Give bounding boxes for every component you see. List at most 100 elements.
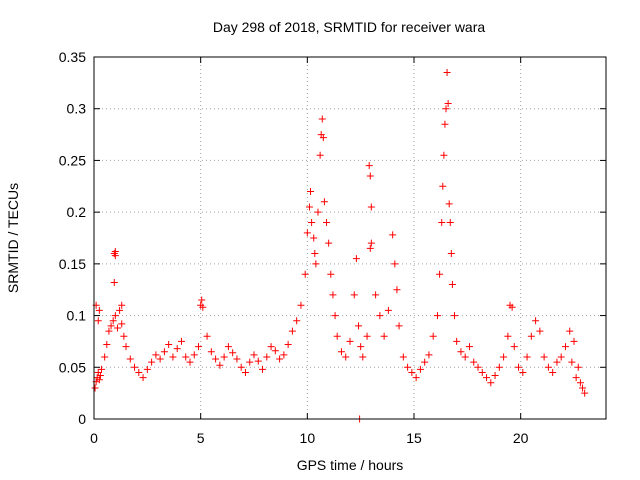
data-point (416, 365, 424, 373)
data-point (483, 374, 491, 382)
data-point (177, 337, 185, 345)
data-point (110, 278, 118, 286)
data-point (451, 312, 459, 320)
data-point (519, 368, 527, 376)
data-point (190, 351, 198, 359)
data-point (579, 384, 587, 392)
data-point (212, 355, 220, 363)
data-point (532, 317, 540, 325)
data-point (544, 363, 552, 371)
data-point (229, 349, 237, 357)
data-point (376, 312, 384, 320)
data-point (439, 182, 447, 190)
data-point (359, 353, 367, 361)
data-point (408, 368, 416, 376)
data-point (288, 327, 296, 335)
data-point (182, 353, 190, 361)
data-point (293, 317, 301, 325)
data-point (504, 332, 512, 340)
data-point (250, 351, 258, 359)
y-tick-label: 0.3 (67, 101, 87, 117)
data-point (305, 203, 313, 211)
data-point (474, 363, 482, 371)
data-point (118, 301, 126, 309)
axis-ticks: 0 0.05 0.1 0.15 0.2 0.25 0.3 0.35 0 5 10 15 20 (59, 49, 606, 446)
data-point (207, 348, 215, 356)
data-point (199, 303, 207, 311)
data-point (574, 363, 582, 371)
data-point (478, 368, 486, 376)
data-point (366, 172, 374, 180)
data-point (195, 343, 203, 351)
data-point (365, 162, 373, 170)
data-point (443, 69, 451, 77)
data-point (314, 208, 322, 216)
data-point (237, 363, 245, 371)
data-point (327, 270, 335, 278)
data-point (297, 301, 305, 309)
data-point (367, 203, 375, 211)
data-point (510, 343, 518, 351)
data-point (319, 134, 327, 142)
data-point (165, 341, 173, 349)
data-point (311, 250, 319, 258)
data-point (433, 312, 441, 320)
data-point (301, 270, 309, 278)
data-point (391, 260, 399, 268)
y-tick-label: 0.2 (67, 204, 87, 220)
data-point (447, 250, 455, 258)
y-tick-label: 0.15 (59, 256, 86, 272)
data-point (303, 229, 311, 237)
data-point (120, 332, 128, 340)
data-point (557, 353, 565, 361)
data-point (280, 351, 288, 359)
data-point (515, 363, 523, 371)
data-point (549, 368, 557, 376)
data-point (143, 365, 151, 373)
data-point (453, 337, 461, 345)
data-point (246, 358, 254, 366)
data-point (380, 332, 388, 340)
data-point (224, 343, 232, 351)
data-point (495, 363, 503, 371)
data-point (395, 322, 403, 330)
data-point (307, 187, 315, 195)
data-point (254, 357, 262, 365)
data-point (357, 343, 365, 351)
data-point (367, 239, 375, 247)
data-point (316, 151, 324, 159)
data-point (355, 322, 363, 330)
data-point (333, 332, 341, 340)
data-point (312, 260, 320, 268)
data-point (173, 345, 181, 353)
data-point (412, 374, 420, 382)
data-point (91, 384, 99, 392)
data-point (491, 372, 499, 380)
x-tick-label: 20 (513, 430, 529, 446)
data-point (148, 358, 156, 366)
y-tick-label: 0.35 (59, 49, 86, 65)
data-point (572, 374, 580, 382)
data-point (438, 218, 446, 226)
data-point (263, 353, 271, 361)
data-point (457, 348, 465, 356)
data-point (566, 327, 574, 335)
data-point (308, 218, 316, 226)
data-point (470, 358, 478, 366)
data-point (94, 317, 102, 325)
data-points (91, 69, 589, 423)
data-point (527, 332, 535, 340)
data-point (500, 353, 508, 361)
y-tick-label: 0 (78, 411, 86, 427)
data-point (352, 255, 360, 263)
y-tick-label: 0.05 (59, 359, 86, 375)
data-point (220, 353, 228, 361)
data-point (233, 355, 241, 363)
data-point (337, 348, 345, 356)
data-point (342, 353, 350, 361)
data-point (203, 332, 211, 340)
data-point (241, 368, 249, 376)
x-tick-label: 0 (90, 430, 98, 446)
x-tick-label: 5 (197, 430, 205, 446)
